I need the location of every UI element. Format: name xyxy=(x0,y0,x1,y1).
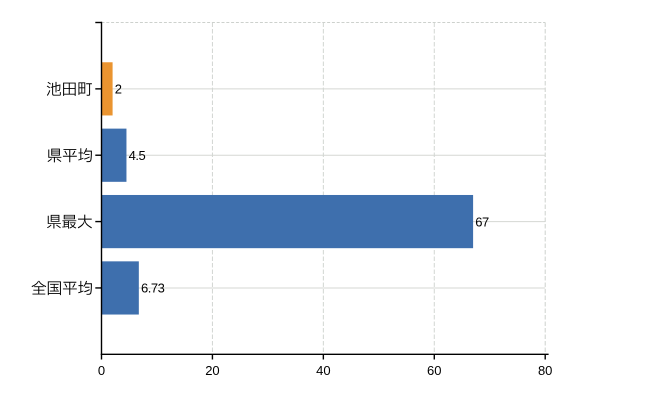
svg-text:80: 80 xyxy=(538,363,552,378)
svg-text:6.73: 6.73 xyxy=(141,281,165,296)
svg-text:40: 40 xyxy=(316,363,330,378)
svg-text:0: 0 xyxy=(98,363,105,378)
svg-text:2: 2 xyxy=(115,82,122,97)
svg-text:67: 67 xyxy=(475,214,489,229)
svg-text:60: 60 xyxy=(427,363,441,378)
svg-text:20: 20 xyxy=(205,363,219,378)
svg-text:4.5: 4.5 xyxy=(129,148,146,163)
